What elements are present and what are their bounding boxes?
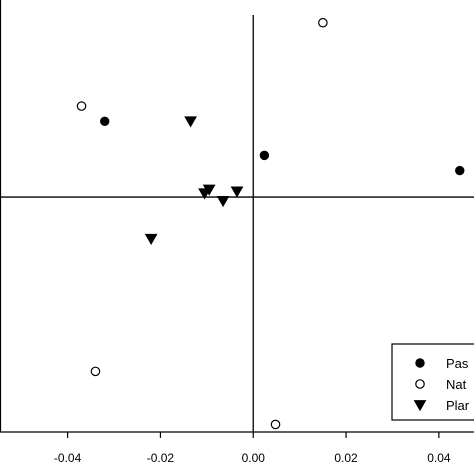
data-point [198, 188, 211, 200]
data-point [259, 150, 270, 161]
legend: Pas Nat Plar [391, 343, 474, 421]
legend-marker [415, 379, 425, 389]
data-point [318, 17, 328, 28]
x-axis-ticks: -0.04 -0.02 0.00 0.02 0.04 [54, 432, 451, 465]
legend-box [391, 343, 474, 421]
data-point [76, 101, 87, 111]
x-tick-label: 0.02 [334, 451, 358, 465]
plot-frame [0, 0, 474, 433]
data-point [90, 366, 101, 377]
data-point [270, 419, 281, 430]
x-tick-label: 0.00 [242, 451, 266, 465]
x-tick-label: -0.04 [54, 451, 82, 465]
legend-marker [413, 400, 427, 412]
x-tick-label: -0.02 [147, 451, 175, 465]
data-point [230, 186, 244, 198]
legend-label: Plar [446, 398, 470, 413]
legend-marker [415, 358, 425, 368]
x-tick-label: 0.04 [427, 451, 451, 465]
series-pas [100, 116, 465, 176]
data-point [216, 195, 230, 208]
data-points [76, 17, 465, 430]
data-point [100, 116, 110, 126]
series-plar [144, 116, 244, 245]
data-point [455, 165, 465, 176]
data-point [184, 116, 197, 128]
legend-label: Pas [446, 356, 469, 371]
legend-label: Nat [446, 377, 467, 392]
data-point [144, 233, 158, 245]
series-nat [76, 17, 328, 430]
